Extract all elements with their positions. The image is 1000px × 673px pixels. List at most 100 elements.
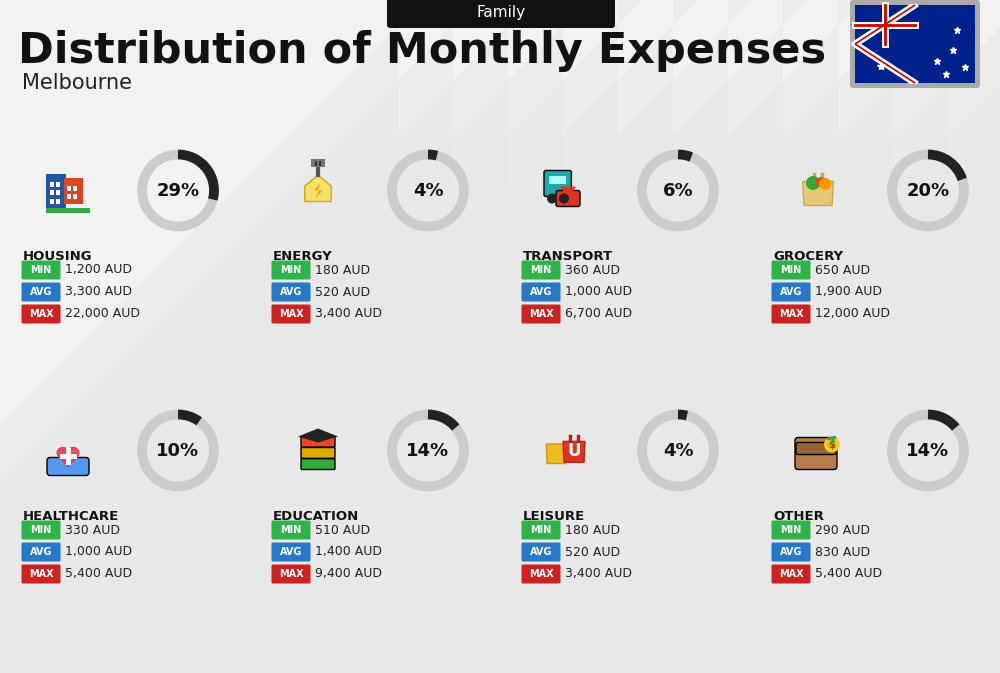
Text: ENERGY: ENERGY bbox=[273, 250, 333, 263]
FancyBboxPatch shape bbox=[272, 283, 310, 302]
Bar bbox=[315, 161, 317, 166]
Text: Family: Family bbox=[476, 5, 526, 20]
FancyBboxPatch shape bbox=[772, 542, 810, 561]
Text: OTHER: OTHER bbox=[773, 510, 824, 523]
Polygon shape bbox=[57, 448, 79, 467]
Text: 4%: 4% bbox=[663, 441, 693, 460]
Polygon shape bbox=[298, 429, 338, 443]
Circle shape bbox=[816, 177, 826, 187]
Text: MIN: MIN bbox=[30, 525, 52, 535]
Text: 14%: 14% bbox=[406, 441, 450, 460]
FancyBboxPatch shape bbox=[795, 437, 837, 470]
Text: 830 AUD: 830 AUD bbox=[815, 546, 870, 559]
Text: 3,300 AUD: 3,300 AUD bbox=[65, 285, 132, 299]
Text: HEALTHCARE: HEALTHCARE bbox=[23, 510, 119, 523]
Text: MAX: MAX bbox=[29, 569, 53, 579]
Text: MIN: MIN bbox=[780, 265, 802, 275]
Text: TRANSPORT: TRANSPORT bbox=[523, 250, 613, 263]
FancyBboxPatch shape bbox=[772, 304, 810, 324]
Text: 22,000 AUD: 22,000 AUD bbox=[65, 308, 140, 320]
Text: MAX: MAX bbox=[779, 569, 803, 579]
Text: 330 AUD: 330 AUD bbox=[65, 524, 120, 536]
FancyBboxPatch shape bbox=[544, 170, 571, 197]
FancyBboxPatch shape bbox=[772, 283, 810, 302]
FancyBboxPatch shape bbox=[522, 542, 560, 561]
Polygon shape bbox=[563, 441, 585, 462]
Text: 10%: 10% bbox=[156, 441, 200, 460]
Text: 520 AUD: 520 AUD bbox=[315, 285, 370, 299]
Text: AVG: AVG bbox=[280, 547, 302, 557]
FancyBboxPatch shape bbox=[272, 260, 310, 279]
Circle shape bbox=[824, 437, 840, 452]
Bar bbox=[319, 161, 321, 166]
Text: Distribution of Monthly Expenses: Distribution of Monthly Expenses bbox=[18, 30, 826, 72]
Bar bbox=[56, 199, 60, 204]
Text: 650 AUD: 650 AUD bbox=[815, 264, 870, 277]
Polygon shape bbox=[546, 444, 567, 464]
Text: 1,400 AUD: 1,400 AUD bbox=[315, 546, 382, 559]
FancyBboxPatch shape bbox=[522, 283, 560, 302]
Bar bbox=[73, 194, 77, 199]
Text: 1,900 AUD: 1,900 AUD bbox=[815, 285, 882, 299]
Text: 9,400 AUD: 9,400 AUD bbox=[315, 567, 382, 581]
FancyBboxPatch shape bbox=[22, 283, 60, 302]
Text: AVG: AVG bbox=[30, 287, 52, 297]
Text: 29%: 29% bbox=[156, 182, 200, 199]
Text: 180 AUD: 180 AUD bbox=[315, 264, 370, 277]
FancyBboxPatch shape bbox=[272, 304, 310, 324]
Text: 5,400 AUD: 5,400 AUD bbox=[65, 567, 132, 581]
Bar bbox=[50, 190, 54, 195]
Circle shape bbox=[827, 439, 837, 450]
Text: 5,400 AUD: 5,400 AUD bbox=[815, 567, 882, 581]
Circle shape bbox=[547, 194, 557, 203]
Text: MAX: MAX bbox=[529, 569, 553, 579]
Text: 6%: 6% bbox=[663, 182, 693, 199]
FancyBboxPatch shape bbox=[301, 436, 335, 447]
Bar bbox=[557, 176, 566, 184]
Bar bbox=[46, 174, 66, 207]
Text: HOUSING: HOUSING bbox=[23, 250, 93, 263]
Text: AVG: AVG bbox=[780, 547, 802, 557]
Circle shape bbox=[819, 178, 831, 190]
Text: LEISURE: LEISURE bbox=[523, 510, 585, 523]
FancyBboxPatch shape bbox=[522, 304, 560, 324]
Text: EDUCATION: EDUCATION bbox=[273, 510, 359, 523]
Circle shape bbox=[559, 194, 569, 203]
FancyBboxPatch shape bbox=[22, 520, 60, 540]
Text: AVG: AVG bbox=[530, 547, 552, 557]
Bar bbox=[549, 176, 558, 184]
Text: 3,400 AUD: 3,400 AUD bbox=[565, 567, 632, 581]
FancyBboxPatch shape bbox=[22, 260, 60, 279]
FancyBboxPatch shape bbox=[22, 542, 60, 561]
Bar bbox=[64, 178, 83, 203]
FancyBboxPatch shape bbox=[22, 304, 60, 324]
Text: 510 AUD: 510 AUD bbox=[315, 524, 370, 536]
Text: AVG: AVG bbox=[530, 287, 552, 297]
Text: AVG: AVG bbox=[280, 287, 302, 297]
Bar bbox=[50, 182, 54, 186]
FancyBboxPatch shape bbox=[796, 443, 836, 454]
Text: MIN: MIN bbox=[530, 265, 552, 275]
FancyBboxPatch shape bbox=[772, 260, 810, 279]
FancyBboxPatch shape bbox=[522, 520, 560, 540]
Bar bbox=[855, 5, 975, 83]
Bar bbox=[311, 160, 325, 168]
FancyBboxPatch shape bbox=[301, 448, 335, 458]
Text: 180 AUD: 180 AUD bbox=[565, 524, 620, 536]
Text: MAX: MAX bbox=[529, 309, 553, 319]
Bar bbox=[73, 186, 77, 191]
Text: 14%: 14% bbox=[906, 441, 950, 460]
FancyBboxPatch shape bbox=[772, 520, 810, 540]
Text: 12,000 AUD: 12,000 AUD bbox=[815, 308, 890, 320]
Bar bbox=[50, 199, 54, 204]
FancyBboxPatch shape bbox=[522, 565, 560, 583]
FancyBboxPatch shape bbox=[387, 0, 615, 28]
Polygon shape bbox=[803, 182, 833, 205]
Bar bbox=[56, 182, 60, 186]
Text: MAX: MAX bbox=[29, 309, 53, 319]
FancyBboxPatch shape bbox=[522, 260, 560, 279]
Text: $: $ bbox=[829, 439, 835, 450]
FancyBboxPatch shape bbox=[556, 190, 580, 207]
Text: MIN: MIN bbox=[780, 525, 802, 535]
Text: MIN: MIN bbox=[280, 265, 302, 275]
